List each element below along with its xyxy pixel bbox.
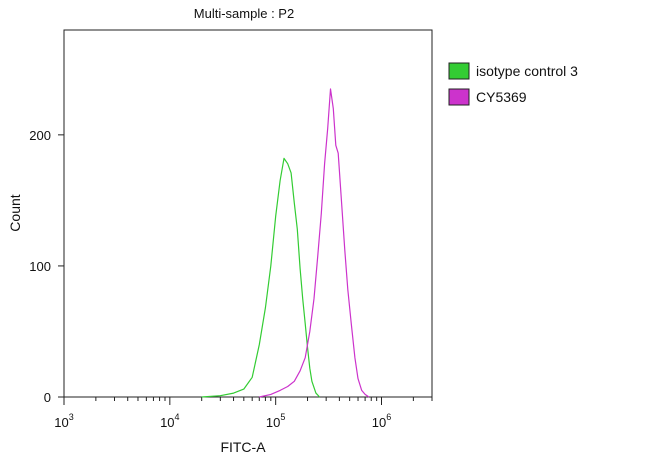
legend-label: isotype control 3 xyxy=(476,63,578,79)
x-axis-ticks: 103 104 105 106 xyxy=(54,397,391,430)
x-tick-label: 103 xyxy=(54,412,73,430)
legend: isotype control 3 CY5369 xyxy=(448,62,578,106)
y-axis-ticks: 0 100 200 xyxy=(29,128,64,405)
x-minor-ticks xyxy=(95,397,433,401)
legend-swatch xyxy=(448,88,470,106)
series-layer xyxy=(201,88,370,398)
x-axis-label: FITC-A xyxy=(220,439,266,455)
y-tick-label: 0 xyxy=(44,390,51,405)
legend-label: CY5369 xyxy=(476,89,527,105)
y-tick-label: 200 xyxy=(29,128,51,143)
plot-frame xyxy=(63,29,433,398)
series-line-2 xyxy=(259,88,370,398)
y-tick-label: 100 xyxy=(29,259,51,274)
series-line-1 xyxy=(201,157,321,398)
x-tick-label: 106 xyxy=(372,412,391,430)
y-axis-label: Count xyxy=(7,194,23,231)
chart-title: Multi-sample : P2 xyxy=(194,6,294,21)
legend-swatch xyxy=(448,62,470,80)
x-tick-label: 105 xyxy=(266,412,285,430)
x-tick-label: 104 xyxy=(160,412,179,430)
